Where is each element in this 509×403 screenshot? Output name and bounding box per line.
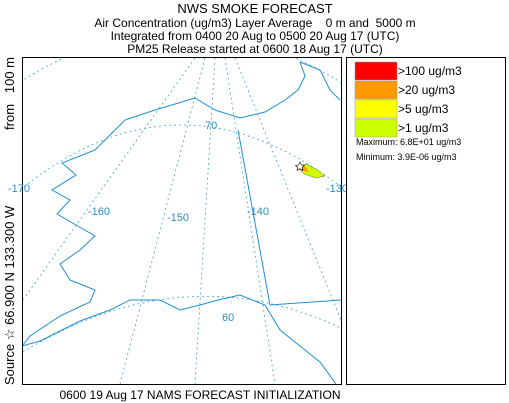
subtitle: Air Concentration (ug/m3) Layer Average … [94, 16, 415, 30]
legend-swatch [354, 61, 398, 81]
footer: 0600 19 Aug 17 NAMS FORECAST INITIALIZAT… [60, 388, 341, 402]
graticule [119, 58, 206, 384]
map-label: -160 [88, 206, 110, 218]
graticule [234, 58, 341, 322]
legend-label: >20 ug/m3 [398, 83, 455, 97]
legend-swatch [354, 80, 398, 100]
maximum: Maximum: 6.8E+01 ug/m3 [356, 137, 461, 147]
map-label: -150 [167, 212, 189, 224]
coastline [23, 61, 337, 384]
source-location: Source ☆ 66.900 N 133.300 W [2, 205, 17, 385]
legend-swatch [354, 99, 398, 119]
map-label: 70 [205, 120, 217, 132]
subtitle: Integrated from 0400 20 Aug to 0500 20 A… [111, 29, 400, 43]
minimum: Minimum: 3.9E-06 ug/m3 [356, 152, 457, 162]
legend: Maximum: 6.8E+01 ug/m3 Minimum: 3.9E-06 … [346, 57, 506, 385]
source-height: from 100 m [2, 57, 17, 130]
subtitle: PM25 Release started at 0600 18 Aug 17 (… [127, 42, 382, 56]
map-label: -170 [8, 183, 30, 195]
border [237, 129, 341, 306]
legend-label: >5 ug/m3 [398, 102, 449, 116]
map-frame [22, 57, 342, 385]
graticule [23, 58, 341, 84]
map: 70 -170 -160 -150 -140 -130 60 [8, 57, 348, 385]
map-label: -140 [247, 206, 269, 218]
map-label: -130 [326, 183, 348, 195]
coastline [299, 61, 341, 101]
legend-swatch [354, 118, 398, 138]
map-label: 60 [222, 312, 234, 324]
source-star [294, 161, 306, 171]
legend-label: >1 ug/m3 [398, 121, 449, 135]
graticule [23, 296, 341, 353]
title: NWS SMOKE FORECAST [177, 1, 332, 16]
legend-label: >100 ug/m3 [398, 64, 462, 78]
